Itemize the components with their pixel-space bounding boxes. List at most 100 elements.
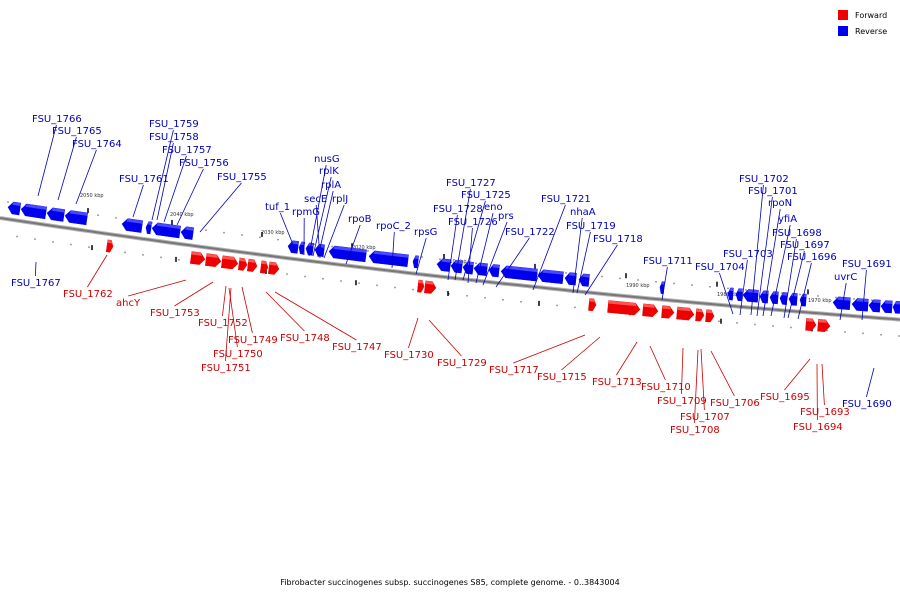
reverse-gene-label[interactable]: FSU_1726 [448, 217, 498, 228]
forward-gene-label[interactable]: FSU_1708 [670, 425, 720, 436]
reverse-gene-label[interactable]: FSU_1690 [842, 399, 892, 410]
forward-gene-label[interactable]: FSU_1709 [657, 396, 707, 407]
forward-gene[interactable] [588, 298, 597, 312]
forward-gene[interactable] [259, 260, 269, 274]
reverse-gene[interactable] [851, 298, 869, 312]
forward-gene-label[interactable]: FSU_1730 [384, 350, 434, 361]
forward-gene[interactable] [417, 279, 425, 293]
reverse-gene[interactable] [298, 241, 306, 255]
reverse-gene-label[interactable]: FSU_1696 [787, 252, 837, 263]
reverse-gene-label[interactable]: FSU_1704 [695, 262, 745, 273]
forward-gene[interactable] [607, 300, 641, 316]
reverse-gene-label[interactable]: FSU_1758 [149, 132, 199, 143]
reverse-gene[interactable] [832, 296, 851, 311]
forward-gene-label[interactable]: FSU_1748 [280, 333, 330, 344]
reverse-gene[interactable] [488, 264, 500, 278]
reverse-gene[interactable] [436, 258, 451, 272]
reverse-gene[interactable] [500, 265, 538, 282]
reverse-gene[interactable] [151, 222, 181, 239]
reverse-gene-label[interactable]: FSU_1719 [566, 221, 616, 232]
reverse-gene-label[interactable]: rplA [321, 180, 341, 191]
reverse-gene-label[interactable]: FSU_1757 [162, 145, 212, 156]
reverse-gene[interactable] [180, 226, 195, 240]
forward-gene[interactable] [705, 309, 715, 323]
reverse-gene-label[interactable]: rpoC_2 [376, 221, 411, 232]
forward-gene-label[interactable]: FSU_1706 [710, 398, 760, 409]
reverse-gene-label[interactable]: eno [484, 202, 503, 213]
reverse-gene[interactable] [735, 288, 743, 302]
forward-gene-label[interactable]: FSU_1695 [760, 392, 810, 403]
forward-gene[interactable] [105, 239, 114, 253]
reverse-gene-label[interactable]: FSU_1756 [179, 158, 229, 169]
forward-gene-label[interactable]: FSU_1717 [489, 365, 539, 376]
reverse-gene[interactable] [368, 250, 409, 268]
reverse-gene-label[interactable]: nusG [314, 154, 340, 165]
forward-gene[interactable] [204, 253, 222, 268]
forward-gene-label[interactable]: FSU_1749 [228, 335, 278, 346]
reverse-gene-label[interactable]: secE [304, 194, 327, 205]
forward-gene[interactable] [237, 257, 248, 271]
forward-gene[interactable] [424, 280, 437, 294]
reverse-gene-label[interactable]: nhaA [570, 207, 596, 218]
forward-gene[interactable] [189, 251, 206, 266]
reverse-gene[interactable] [287, 240, 299, 254]
forward-gene[interactable] [695, 308, 705, 322]
forward-gene-label[interactable]: FSU_1729 [437, 358, 487, 369]
reverse-gene[interactable] [788, 292, 798, 306]
reverse-gene-label[interactable]: FSU_1759 [149, 119, 199, 130]
reverse-gene[interactable] [779, 292, 788, 305]
reverse-gene-label[interactable]: prs [498, 211, 514, 222]
reverse-gene-label[interactable]: FSU_1703 [723, 249, 773, 260]
reverse-gene-label[interactable]: rpsG [414, 227, 437, 238]
reverse-gene-label[interactable]: FSU_1765 [52, 126, 102, 137]
reverse-gene-label[interactable]: FSU_1728 [433, 204, 483, 215]
forward-gene-label[interactable]: FSU_1707 [680, 412, 730, 423]
reverse-gene-label[interactable]: FSU_1755 [217, 172, 267, 183]
reverse-gene-label[interactable]: tuf_1 [265, 202, 290, 213]
reverse-gene[interactable] [868, 299, 881, 313]
reverse-gene[interactable] [742, 289, 759, 303]
reverse-gene[interactable] [121, 218, 144, 233]
reverse-gene[interactable] [145, 221, 153, 235]
reverse-gene-label[interactable]: FSU_1761 [119, 174, 169, 185]
reverse-gene[interactable] [328, 245, 367, 263]
reverse-gene-label[interactable]: FSU_1691 [842, 259, 892, 270]
reverse-gene[interactable] [537, 269, 564, 285]
forward-gene-label[interactable]: FSU_1747 [332, 342, 382, 353]
reverse-gene[interactable] [769, 291, 779, 305]
forward-gene[interactable] [676, 306, 695, 321]
reverse-gene-label[interactable]: uvrC [834, 272, 857, 283]
reverse-gene[interactable] [799, 293, 807, 307]
reverse-gene-label[interactable]: rplK [319, 166, 339, 177]
forward-gene[interactable] [661, 305, 675, 319]
reverse-gene-label[interactable]: FSU_1727 [446, 178, 496, 189]
forward-gene-label[interactable]: FSU_1713 [592, 377, 642, 388]
reverse-gene-label[interactable]: FSU_1725 [461, 190, 511, 201]
forward-gene[interactable] [221, 255, 239, 270]
reverse-gene-label[interactable]: FSU_1721 [541, 194, 591, 205]
reverse-gene-label[interactable]: FSU_1698 [772, 228, 822, 239]
reverse-gene[interactable] [412, 255, 419, 269]
reverse-gene[interactable] [450, 260, 463, 274]
reverse-gene-label[interactable]: FSU_1701 [748, 186, 798, 197]
forward-gene[interactable] [246, 258, 258, 272]
reverse-gene-label[interactable]: FSU_1711 [643, 256, 693, 267]
reverse-gene-label[interactable]: yfiA [778, 214, 797, 225]
reverse-gene[interactable] [64, 210, 89, 226]
reverse-gene[interactable] [20, 203, 48, 220]
reverse-gene-label[interactable]: FSU_1702 [739, 174, 789, 185]
reverse-gene-label[interactable]: FSU_1764 [72, 139, 122, 150]
reverse-gene[interactable] [46, 207, 66, 222]
forward-gene[interactable] [267, 261, 280, 275]
forward-gene-label[interactable]: ahcY [116, 298, 141, 309]
reverse-gene-label[interactable]: FSU_1697 [780, 240, 830, 251]
forward-gene-label[interactable]: FSU_1750 [213, 349, 263, 360]
forward-gene-label[interactable]: FSU_1762 [63, 289, 113, 300]
reverse-gene[interactable] [880, 300, 893, 314]
reverse-gene-label[interactable]: FSU_1766 [32, 114, 82, 125]
forward-gene-label[interactable]: FSU_1715 [537, 372, 587, 383]
reverse-gene[interactable] [727, 287, 734, 301]
reverse-gene-label[interactable]: rpoB [348, 214, 372, 225]
forward-gene[interactable] [805, 318, 817, 332]
forward-gene[interactable] [817, 318, 831, 333]
